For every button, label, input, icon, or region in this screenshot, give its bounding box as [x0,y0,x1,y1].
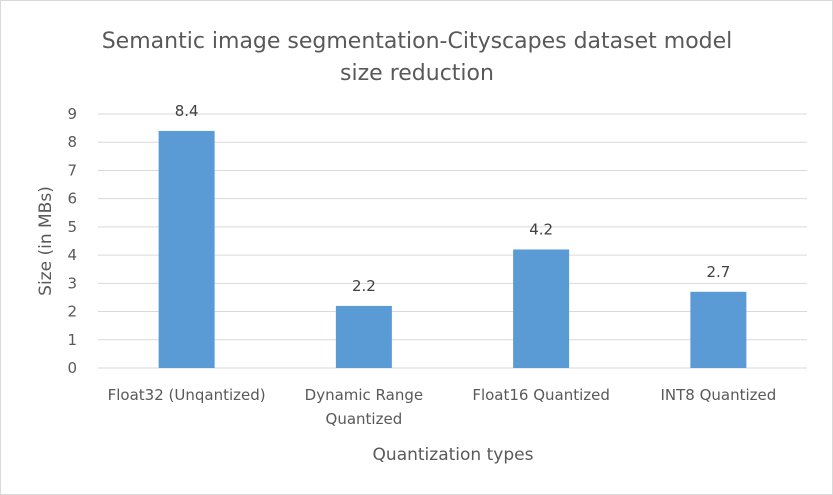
gridlines [98,113,807,369]
y-tick-label: 8 [67,133,77,151]
chart-title: Semantic image segmentation-Cityscapes d… [102,29,733,86]
bar [513,249,570,368]
bar [335,305,392,368]
x-category-label: Float32 (Unqantized) [108,386,266,404]
y-axis-title: Size (in MBs) [36,186,56,296]
y-tick-label: 3 [67,274,77,292]
y-tick-label: 9 [67,105,77,123]
chart-title-line: size reduction [340,61,494,86]
bar-value-label: 2.7 [706,263,730,281]
x-axis-title: Quantization types [373,445,534,465]
bar-value-label: 8.4 [175,102,199,120]
bar [690,291,747,368]
y-axis-ticks: 0 1 2 3 4 5 6 7 8 9 [67,105,77,377]
x-category-label: Dynamic Range [305,386,423,404]
data-labels: 8.4 2.2 4.2 2.7 [175,102,731,295]
y-tick-label: 2 [67,303,77,321]
chart-title-line: Semantic image segmentation-Cityscapes d… [102,29,733,54]
bar-value-label: 4.2 [529,220,553,238]
x-category-label: INT8 Quantized [660,386,776,404]
bar [158,130,215,368]
y-tick-label: 7 [67,161,77,179]
x-category-label: Float16 Quantized [472,386,610,404]
x-category-label: Quantized [326,410,403,428]
y-tick-label: 4 [67,246,77,264]
y-tick-label: 0 [67,359,77,377]
bar-value-label: 2.2 [352,277,376,295]
y-tick-label: 5 [67,218,77,236]
y-tick-label: 6 [67,190,77,208]
bars [158,130,747,368]
y-tick-label: 1 [67,331,77,349]
x-axis-categories: Float32 (Unqantized) Dynamic Range Quantiz… [108,386,777,428]
